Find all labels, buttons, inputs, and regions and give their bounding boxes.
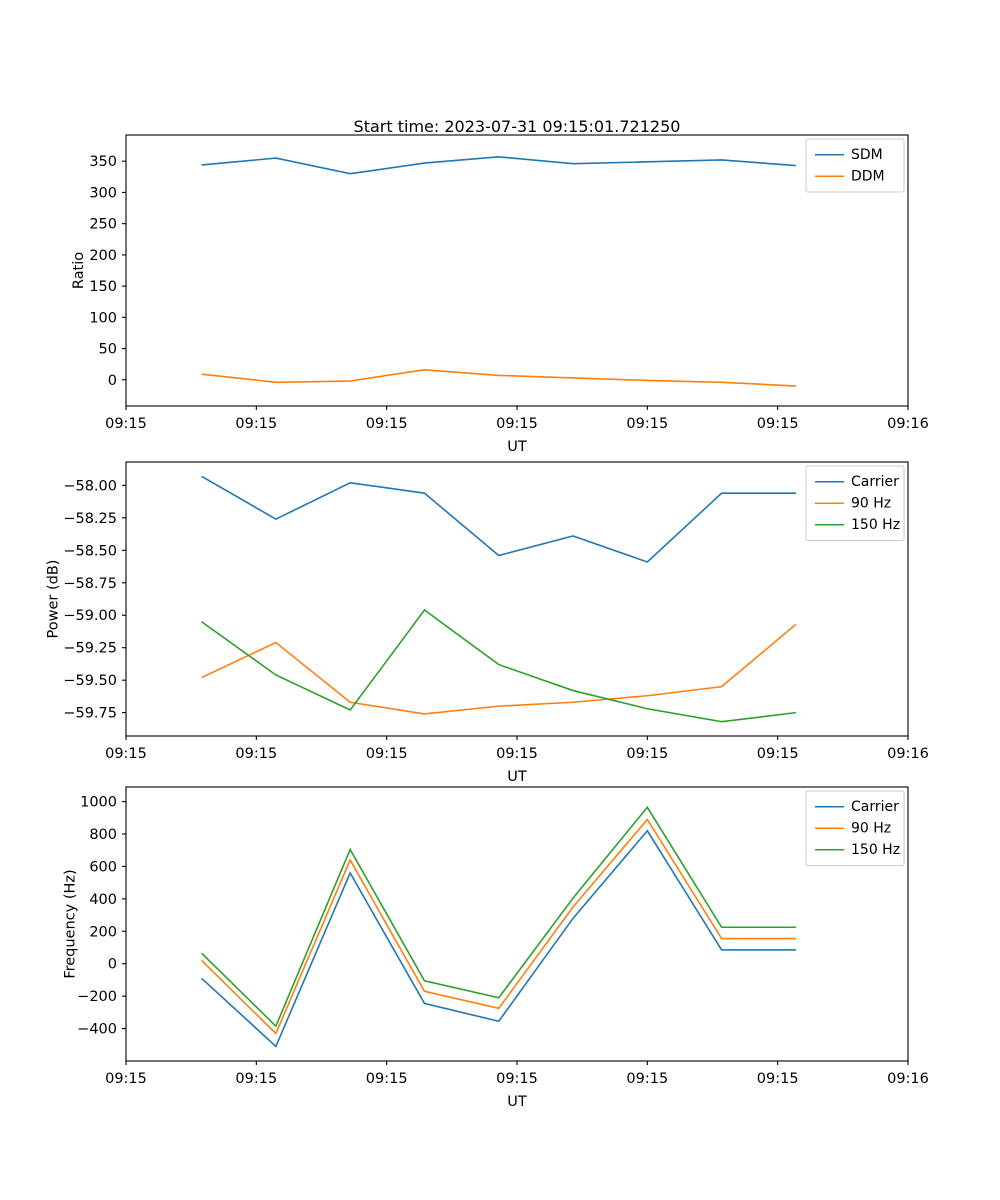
series-line-carrier [201, 829, 796, 1048]
x-axis-label: UT [507, 1094, 527, 1110]
plot-area [201, 475, 797, 723]
x-tick-label: 09:15 [626, 746, 668, 762]
y-tick-label: 350 [89, 154, 117, 170]
x-tick-label: 09:15 [105, 746, 147, 762]
y-tick-label: −59.25 [63, 641, 117, 657]
x-tick-label: 09:15 [105, 416, 147, 432]
legend: Carrier 90 Hz 150 Hz [805, 790, 905, 866]
y-tick-label: 800 [89, 827, 117, 843]
y-tick-label: 50 [99, 342, 117, 358]
series-line-150-hz [201, 608, 797, 723]
y-tick-label: 150 [89, 279, 117, 295]
y-axis-label: Power (dB) [46, 560, 62, 639]
axes-frame [125, 461, 909, 737]
subplot-power: 09:15 09:15 09:15 09:15 09:15 09:15 09:16 −58.0… [46, 461, 929, 785]
axes-frame [125, 786, 909, 1062]
plot-area [201, 156, 796, 387]
x-tick-label: 09:15 [496, 1071, 538, 1087]
legend-label-150-hz: 150 Hz [851, 842, 900, 858]
series-line-carrier [201, 475, 796, 563]
y-tick-label: −400 [77, 1022, 117, 1038]
x-tick-label: 09:15 [366, 746, 408, 762]
legend-label-sdm: SDM [851, 147, 883, 163]
subplot-frequency: 09:15 09:15 09:15 09:15 09:15 09:15 09:16 −400 −… [62, 786, 929, 1110]
series-line-ddm [201, 368, 796, 387]
x-tick-label: 09:15 [757, 416, 799, 432]
x-tick-label: 09:15 [626, 416, 668, 432]
figure-title: Start time: 2023-07-31 09:15:01.721250 [354, 117, 681, 136]
legend-label-ddm: DDM [851, 168, 885, 184]
y-tick-label: 0 [108, 957, 117, 973]
x-tick-label: 09:15 [366, 416, 408, 432]
y-tick-label: 600 [89, 859, 117, 875]
legend-label-90-hz: 90 Hz [851, 820, 891, 836]
y-tick-label: −58.25 [63, 511, 117, 527]
series-line-sdm [201, 156, 796, 175]
y-tick-label: −59.75 [63, 706, 117, 722]
x-tick-label: 09:15 [496, 746, 538, 762]
legend-box [805, 465, 905, 541]
y-tick-label: −58.50 [63, 543, 117, 559]
x-tick-label: 09:15 [626, 1071, 668, 1087]
x-tick-label: 09:15 [757, 1071, 799, 1087]
y-tick-label: 200 [89, 248, 117, 264]
y-tick-label: −59.50 [63, 673, 117, 689]
plot-area [201, 805, 796, 1048]
legend: Carrier 90 Hz 150 Hz [805, 465, 905, 541]
x-tick-label: 09:16 [887, 746, 929, 762]
axes-frame [125, 134, 909, 407]
legend-label-90-hz: 90 Hz [851, 495, 891, 511]
y-tick-label: −58.75 [63, 576, 117, 592]
y-tick-label: 250 [89, 217, 117, 233]
y-tick-label: 400 [89, 892, 117, 908]
y-tick-label: −59.00 [63, 608, 117, 624]
series-line-90-hz [201, 818, 796, 1035]
legend-label-150-hz: 150 Hz [851, 517, 900, 533]
y-tick-label: 100 [89, 310, 117, 326]
y-tick-label: 300 [89, 185, 117, 201]
subplot-ratio: Start time: 2023-07-31 09:15:01.721250 09… [71, 117, 929, 455]
x-tick-label: 09:15 [235, 1071, 277, 1087]
x-tick-label: 09:15 [105, 1071, 147, 1087]
x-tick-label: 09:15 [235, 746, 277, 762]
x-axis-label: UT [507, 439, 527, 455]
x-tick-label: 09:15 [757, 746, 799, 762]
y-tick-label: 0 [108, 373, 117, 389]
y-tick-label: −58.00 [63, 478, 117, 494]
x-tick-label: 09:16 [887, 1071, 929, 1087]
series-line-150-hz [201, 805, 796, 1028]
series-line-90-hz [201, 623, 797, 715]
y-tick-label: 1000 [80, 795, 117, 811]
x-tick-label: 09:16 [887, 416, 929, 432]
x-axis-label: UT [507, 769, 527, 785]
legend: SDM DDM [805, 138, 905, 193]
legend-label-carrier: Carrier [851, 799, 899, 815]
y-axis-label: Frequency (Hz) [62, 869, 78, 978]
y-tick-label: 200 [89, 924, 117, 940]
x-tick-label: 09:15 [366, 1071, 408, 1087]
y-axis-label: Ratio [71, 252, 87, 289]
legend-box [805, 790, 905, 866]
legend-box [805, 138, 905, 193]
y-tick-label: −200 [77, 989, 117, 1005]
x-tick-label: 09:15 [496, 416, 538, 432]
legend-label-carrier: Carrier [851, 474, 899, 490]
x-tick-label: 09:15 [235, 416, 277, 432]
